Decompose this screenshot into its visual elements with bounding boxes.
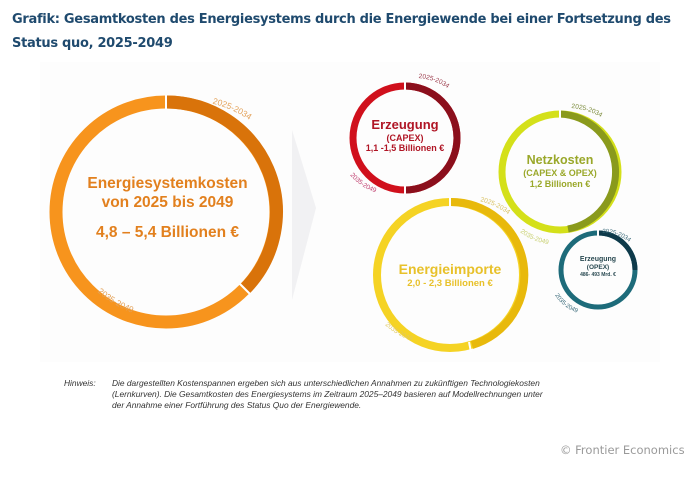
- arrow-chevron: [292, 130, 316, 300]
- erzeugung-opex-value: 486- 493 Mrd. €: [580, 272, 616, 279]
- erzeugung-capex-sub: (CAPEX): [386, 132, 424, 143]
- main-ring-title: Energiesystemkosten: [87, 175, 248, 192]
- erzeugung-opex-title: Erzeugung: [579, 256, 617, 263]
- erzeugung-capex-label: Erzeugung (CAPEX) 1,1 -1,5 Billionen €: [350, 117, 460, 154]
- main-ring-label: Energiesystemkosten von 2025 bis 2049 4,…: [70, 175, 265, 243]
- energieimporte-title: Energieimporte: [398, 261, 502, 277]
- erzeugung-capex-value: 1,1 -1,5 Billionen €: [365, 143, 445, 154]
- credit: © Frontier Economics: [560, 443, 685, 457]
- energieimporte-label: Energieimporte 2,0 - 2,3 Billionen €: [385, 261, 515, 289]
- footnote-text: Die dargestellten Kostenspannen ergeben …: [112, 378, 543, 410]
- erzeugung-opex-sub: (OPEX): [586, 264, 610, 272]
- erzeugung-opex-label: Erzeugung (OPEX) 486- 493 Mrd. €: [568, 256, 628, 278]
- main-ring-value: 4,8 – 5,4 Billionen €: [95, 224, 239, 242]
- erzeugung-capex-title: Erzeugung: [371, 117, 439, 132]
- netzkosten-sub: (CAPEX & OPEX): [523, 168, 597, 178]
- figure-title: Grafik: Gesamtkosten des Energiesystems …: [12, 12, 671, 51]
- netzkosten-title: Netzkosten: [526, 153, 594, 167]
- energieimporte-value: 2,0 - 2,3 Billionen €: [407, 277, 493, 289]
- netzkosten-label: Netzkosten (CAPEX & OPEX) 1,2 Billionen …: [505, 153, 615, 190]
- ring-netzkosten: 2025-2034 2035-2049: [498, 103, 622, 246]
- netzkosten-value: 1,2 Billionen €: [529, 178, 591, 189]
- main-ring-subtitle: von 2025 bis 2049: [101, 193, 234, 211]
- footnote-label: Hinweis:: [64, 378, 96, 388]
